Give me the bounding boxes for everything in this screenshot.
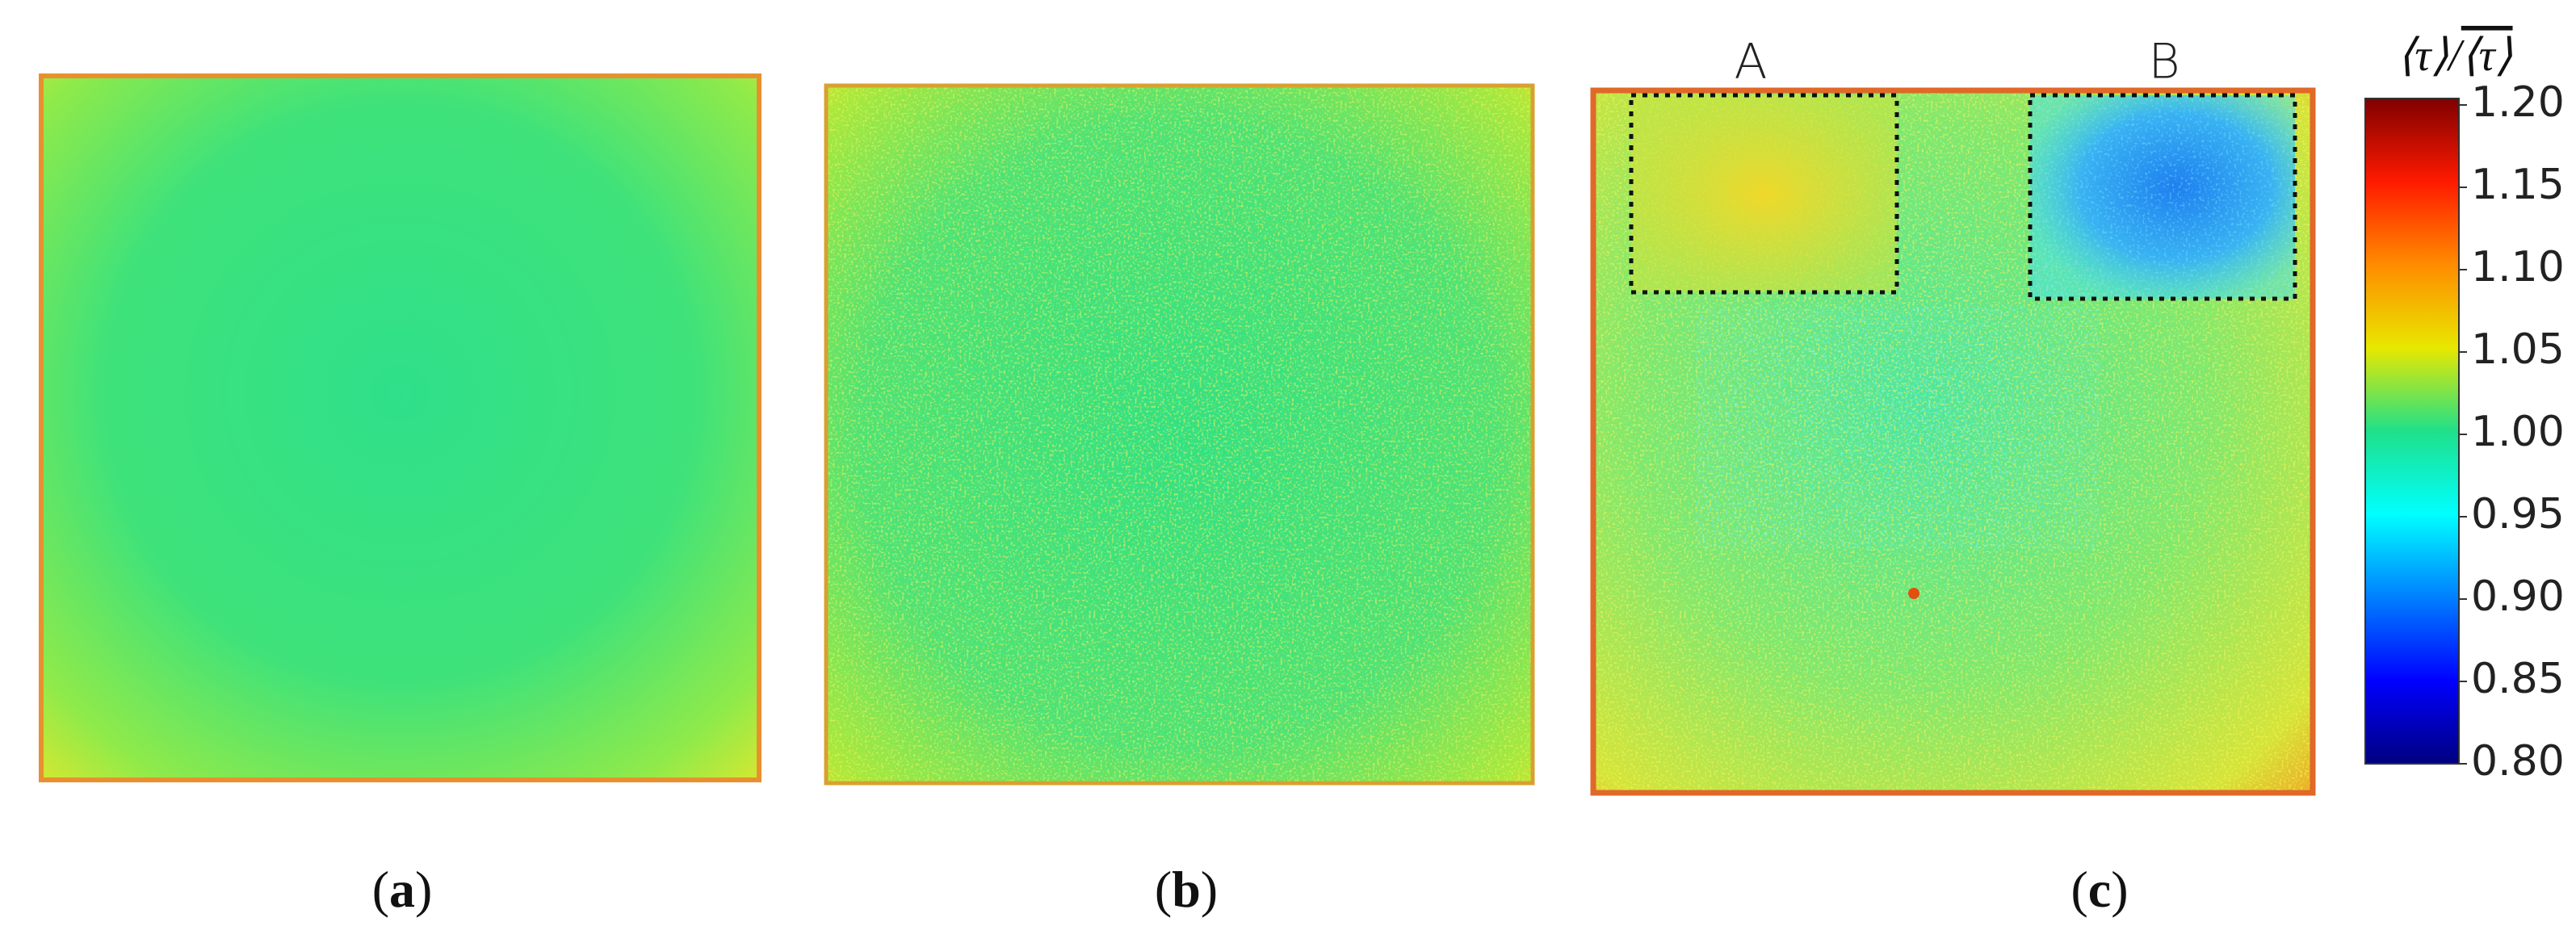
panel-a-image xyxy=(39,73,761,782)
region-box-a xyxy=(1629,93,1899,295)
paren: ( xyxy=(372,861,389,918)
paren: ) xyxy=(415,861,432,918)
colorbar-label: ⟨τ⟩/⟨τ⟩ xyxy=(2397,31,2512,81)
paren: ( xyxy=(2070,861,2087,918)
colorbar xyxy=(2364,98,2460,765)
panel-letter: a xyxy=(389,861,415,918)
tick-label: 0.95 xyxy=(2471,490,2565,539)
label-part: / xyxy=(2446,31,2465,81)
panel-b-image xyxy=(824,83,1535,786)
region-box-b xyxy=(2028,93,2297,301)
panel-label: (a) xyxy=(372,861,433,918)
tick-label: 1.20 xyxy=(2471,78,2565,127)
panel-letter: b xyxy=(1172,861,1201,918)
region-label: B xyxy=(2148,34,2180,90)
panel-letter: c xyxy=(2088,861,2111,918)
label-part: ⟨τ⟩ xyxy=(2461,31,2513,81)
panel-c-image xyxy=(1590,87,2316,796)
panel-label: (c) xyxy=(2070,861,2128,918)
label-part: ⟨τ⟩ xyxy=(2397,31,2448,81)
paren: ) xyxy=(1201,861,1218,918)
region-label: A xyxy=(1734,34,1767,90)
panel-label: (b) xyxy=(1155,861,1218,918)
paren: ( xyxy=(1155,861,1172,918)
tick-label: 0.90 xyxy=(2471,572,2565,621)
paren: ) xyxy=(2111,861,2128,918)
tick-label: 1.05 xyxy=(2471,325,2565,374)
tick-label: 0.85 xyxy=(2471,655,2565,703)
tick-label: 1.00 xyxy=(2471,408,2565,456)
tick-label: 1.10 xyxy=(2471,243,2565,291)
tick-label: 1.15 xyxy=(2471,161,2565,209)
tick-label: 0.80 xyxy=(2471,737,2565,786)
